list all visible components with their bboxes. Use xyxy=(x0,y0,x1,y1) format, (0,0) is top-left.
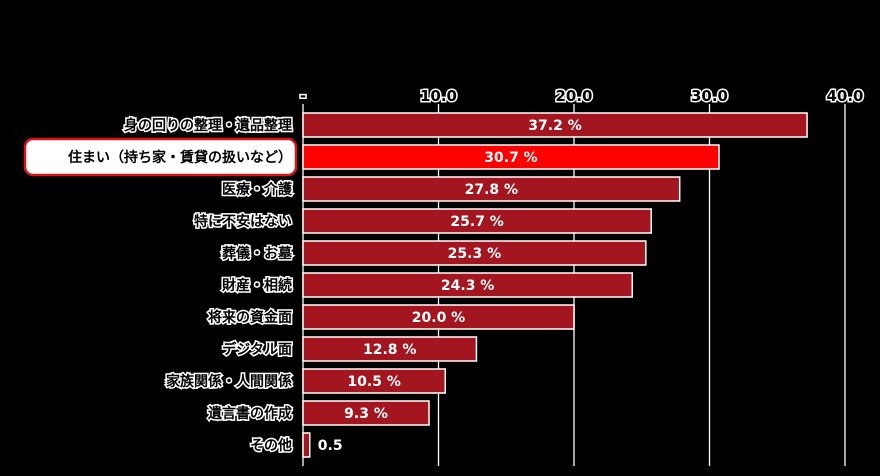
data-label: 37.2 % xyxy=(528,118,581,134)
category-label: 将来の資金面 xyxy=(208,309,292,326)
bar xyxy=(302,336,478,362)
bar xyxy=(302,112,808,138)
data-label: 25.3 % xyxy=(448,246,501,262)
data-label: 20.0 % xyxy=(412,310,465,326)
bars xyxy=(302,112,808,458)
bar xyxy=(302,432,311,458)
bar xyxy=(302,144,720,170)
category-label: 家族関係・人間関係 xyxy=(166,373,292,390)
bar xyxy=(302,400,430,426)
data-label: 30.7 % xyxy=(484,150,537,166)
x-tick-label: 20.0 xyxy=(555,87,592,105)
category-label: 葬儀・お墓 xyxy=(222,245,293,262)
x-tick-label: 40.0 xyxy=(826,87,863,105)
bar xyxy=(302,304,575,330)
category-label: 財産・相続 xyxy=(221,277,292,294)
x-tick-label: - xyxy=(300,87,306,105)
category-label: 身の回りの整理・遺品整理 xyxy=(124,117,292,134)
category-label: その他 xyxy=(250,437,292,454)
bar xyxy=(302,368,447,394)
highlight-layer xyxy=(23,137,298,177)
x-tick-label: 30.0 xyxy=(691,87,728,105)
data-label: 27.8 % xyxy=(465,182,518,198)
category-label: 特に不安はない xyxy=(194,213,292,230)
x-axis-ticks: - 10.0 20.0 30.0 40.0 xyxy=(298,86,865,107)
data-label: 12.8 % xyxy=(363,342,416,358)
data-label: 25.7 % xyxy=(450,214,503,230)
bar xyxy=(302,240,647,266)
bar xyxy=(302,272,634,298)
bar xyxy=(302,208,652,234)
data-label: 9.3 % xyxy=(344,406,388,422)
category-label: デジタル面 xyxy=(222,341,292,358)
category-label: 遺言書の作成 xyxy=(208,405,292,422)
category-label: 住まい（持ち家・賃貸の扱いなど） xyxy=(68,149,292,166)
data-label: 24.3 % xyxy=(441,278,494,294)
bar xyxy=(302,176,681,202)
x-tick-label: 10.0 xyxy=(420,87,457,105)
data-label: 0.5 xyxy=(318,438,343,454)
highlight-callout-box xyxy=(23,137,298,177)
data-label: 10.5 % xyxy=(347,374,400,390)
value-labels: 37.2 % 30.7 % 27.8 % 25.7 % 25.3 % 24.3 % 20.0… xyxy=(318,118,582,454)
category-label: 医療・介護 xyxy=(222,181,293,198)
